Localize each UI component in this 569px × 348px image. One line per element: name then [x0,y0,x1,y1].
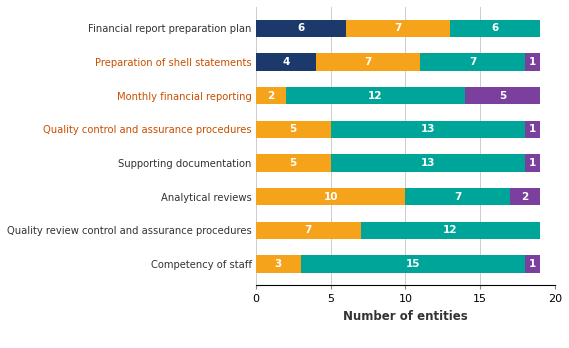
Text: 12: 12 [368,91,383,101]
Text: 1: 1 [529,57,536,67]
Text: 5: 5 [290,124,297,134]
Text: 10: 10 [323,192,338,201]
Bar [465,87,540,104]
Bar [510,188,540,205]
Text: 7: 7 [364,57,372,67]
Bar [420,53,525,71]
Text: 15: 15 [406,259,420,269]
Text: 6: 6 [297,23,304,33]
Text: 13: 13 [420,124,435,134]
Text: 7: 7 [304,225,312,235]
Text: 1: 1 [529,259,536,269]
Bar [525,53,540,71]
Text: 13: 13 [420,158,435,168]
Text: 2: 2 [267,91,274,101]
X-axis label: Number of entities: Number of entities [343,310,468,323]
Bar [316,53,420,71]
Text: 4: 4 [282,57,290,67]
Bar [256,19,345,37]
Text: 12: 12 [443,225,457,235]
Bar [256,87,286,104]
Text: 5: 5 [290,158,297,168]
Bar [256,222,361,239]
Bar [286,87,465,104]
Bar [256,120,331,138]
Bar [256,53,316,71]
Bar [406,188,510,205]
Bar [525,255,540,273]
Bar [256,188,406,205]
Bar [256,154,331,172]
Bar [361,222,540,239]
Text: 3: 3 [275,259,282,269]
Text: 6: 6 [492,23,499,33]
Text: 7: 7 [469,57,476,67]
Bar [331,154,525,172]
Bar [525,120,540,138]
Text: 5: 5 [499,91,506,101]
Bar [301,255,525,273]
Text: 1: 1 [529,124,536,134]
Text: 1: 1 [529,158,536,168]
Bar [331,120,525,138]
Bar [345,19,450,37]
Text: 7: 7 [454,192,461,201]
Bar [450,19,540,37]
Text: 7: 7 [394,23,402,33]
Text: 2: 2 [521,192,529,201]
Bar [525,154,540,172]
Bar [256,255,301,273]
